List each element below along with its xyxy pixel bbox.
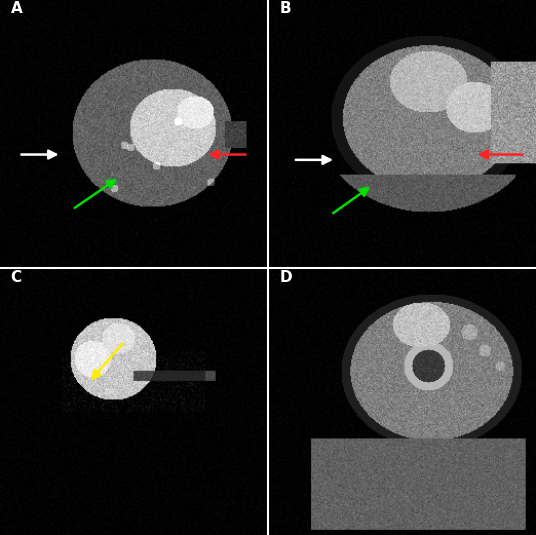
Text: C: C [11, 270, 22, 285]
Text: B: B [280, 1, 292, 16]
Text: A: A [11, 1, 23, 16]
Text: D: D [280, 270, 292, 285]
